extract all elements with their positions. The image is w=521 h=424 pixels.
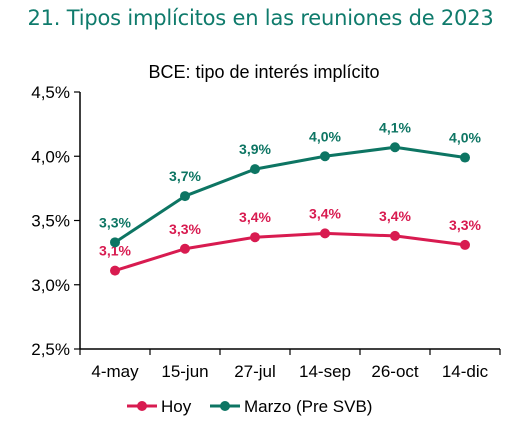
data-label: 4,0% bbox=[449, 130, 481, 146]
x-tick-label: 27-jul bbox=[234, 362, 276, 381]
data-point bbox=[180, 243, 190, 254]
data-point bbox=[390, 142, 400, 153]
series-line-hoy bbox=[113, 231, 467, 273]
chart-data-labels: 3,1% 3,3% 3,4% 3,4% 3,4% 3,3% 3,3% 3,7% 3,9% 4,0%… bbox=[99, 119, 481, 258]
data-label: 4,0% bbox=[309, 128, 341, 144]
legend-marker bbox=[220, 401, 230, 411]
data-point bbox=[320, 151, 330, 162]
x-tick-label: 14-dic bbox=[442, 362, 489, 381]
chart-axes: 2,5% 3,0% 3,5% 4,0% 4,5% 4-may 15-jun 27-jul 14-… bbox=[31, 83, 501, 381]
data-label: 3,3% bbox=[449, 217, 481, 233]
y-tick-label: 4,5% bbox=[31, 83, 70, 102]
data-label: 3,9% bbox=[239, 141, 271, 157]
data-label: 4,1% bbox=[379, 119, 411, 135]
chart-legend: Hoy Marzo (Pre SVB) bbox=[127, 397, 372, 416]
data-label: 3,1% bbox=[99, 243, 131, 259]
data-point bbox=[390, 230, 400, 241]
data-point bbox=[110, 237, 120, 248]
data-label: 3,3% bbox=[99, 214, 131, 230]
data-label: 3,4% bbox=[379, 208, 411, 224]
data-label: 3,4% bbox=[239, 209, 271, 225]
y-tick-label: 3,5% bbox=[31, 212, 70, 231]
x-tick-label: 14-sep bbox=[299, 362, 351, 381]
data-label: 3,7% bbox=[169, 168, 201, 184]
legend-item-hoy: Hoy bbox=[127, 397, 192, 416]
data-point bbox=[460, 152, 470, 163]
x-tick-label: 4-may bbox=[91, 362, 139, 381]
data-point bbox=[320, 228, 330, 239]
data-point bbox=[110, 265, 120, 276]
legend-item-marzo: Marzo (Pre SVB) bbox=[210, 397, 372, 416]
chart-series bbox=[110, 142, 470, 276]
series-line-marzo bbox=[113, 145, 467, 244]
data-point bbox=[180, 191, 190, 202]
data-point bbox=[250, 232, 260, 243]
data-point bbox=[460, 239, 470, 250]
legend-label: Marzo (Pre SVB) bbox=[244, 397, 372, 416]
y-tick-label: 2,5% bbox=[31, 340, 70, 359]
data-label: 3,3% bbox=[169, 221, 201, 237]
data-point bbox=[250, 164, 260, 175]
x-tick-label: 26-oct bbox=[371, 362, 419, 381]
figure-title: 21. Tipos implícitos en las reuniones de… bbox=[27, 6, 494, 30]
y-tick-label: 4,0% bbox=[31, 147, 70, 166]
y-tick-label: 3,0% bbox=[31, 276, 70, 295]
x-tick-label: 15-jun bbox=[161, 362, 208, 381]
legend-marker bbox=[137, 401, 147, 411]
data-label: 3,4% bbox=[309, 205, 341, 221]
chart-title: BCE: tipo de interés implícito bbox=[148, 62, 379, 82]
legend-label: Hoy bbox=[161, 397, 192, 416]
